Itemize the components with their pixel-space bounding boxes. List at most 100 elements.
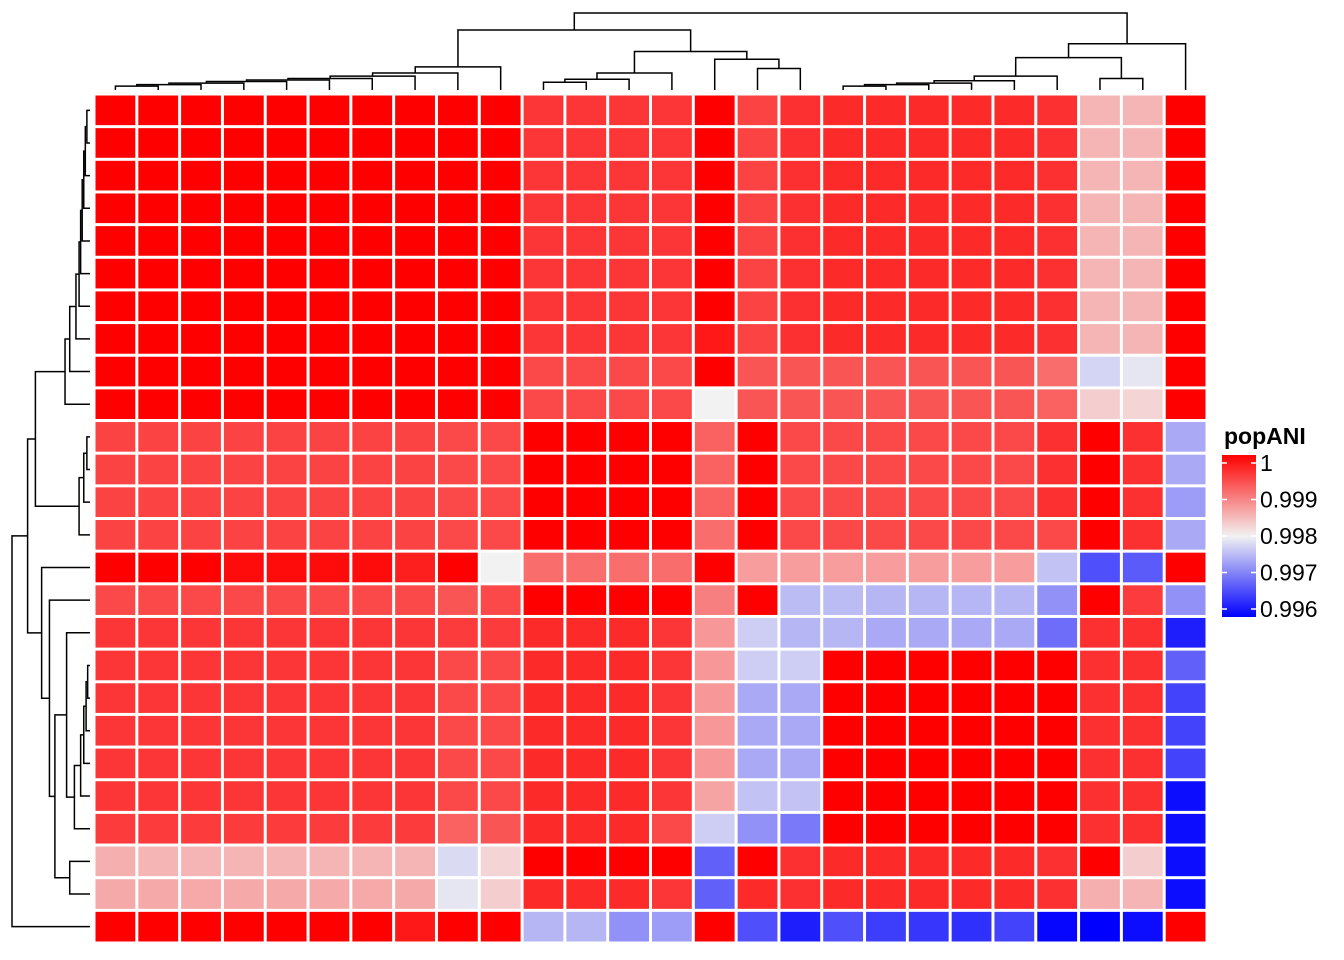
- heatmap-cell: [223, 552, 264, 583]
- heatmap-cell: [95, 356, 136, 387]
- heatmap-cell: [1080, 95, 1120, 126]
- heatmap-cell: [609, 291, 649, 322]
- heatmap-cell: [694, 879, 735, 909]
- heatmap-cell: [823, 226, 864, 256]
- heatmap-cell: [737, 291, 778, 322]
- heatmap-cell: [1165, 422, 1206, 452]
- heatmap-cell: [566, 748, 607, 779]
- heatmap-cell: [780, 911, 821, 942]
- heatmap-cell: [609, 422, 649, 452]
- heatmap-cell: [908, 324, 949, 354]
- heatmap-cell: [223, 813, 264, 844]
- heatmap-cell: [437, 683, 478, 713]
- heatmap-cell: [223, 683, 264, 713]
- heatmap-cell: [95, 715, 136, 746]
- heatmap-cell: [1165, 715, 1206, 746]
- heatmap-cell: [1122, 911, 1163, 942]
- heatmap-cell: [694, 846, 735, 877]
- heatmap-cell: [994, 422, 1035, 452]
- heatmap-cell: [908, 258, 949, 289]
- heatmap-cell: [95, 520, 136, 550]
- heatmap-cell: [223, 128, 264, 158]
- heatmap-cell: [609, 715, 649, 746]
- heatmap-cell: [266, 617, 307, 648]
- heatmap-cell: [181, 683, 221, 713]
- heatmap-cell: [138, 128, 179, 158]
- heatmap-cell: [138, 389, 179, 420]
- heatmap-cell: [652, 454, 692, 485]
- heatmap-cell: [609, 454, 649, 485]
- heatmap-cell: [1165, 585, 1206, 615]
- heatmap-cell: [437, 95, 478, 126]
- heatmap-cell: [95, 291, 136, 322]
- heatmap-cell: [694, 454, 735, 485]
- heatmap-cell: [523, 422, 564, 452]
- heatmap-cell: [1080, 356, 1120, 387]
- heatmap-cell: [138, 781, 179, 811]
- heatmap-cell: [694, 585, 735, 615]
- dendrogram-branch: [1099, 77, 1144, 90]
- heatmap-cell: [266, 911, 307, 942]
- heatmap-cell: [266, 487, 307, 517]
- heatmap-cell: [352, 193, 393, 224]
- heatmap-cell: [1165, 813, 1206, 844]
- heatmap-cell: [181, 454, 221, 485]
- heatmap-cell: [823, 748, 864, 779]
- dendrogram-branch: [756, 67, 802, 90]
- color-legend: popANI 1 0.999 0.998 0.997 0.996: [1222, 423, 1318, 622]
- heatmap-cell: [309, 389, 350, 420]
- heatmap-cell: [437, 520, 478, 550]
- heatmap-cell: [866, 454, 906, 485]
- heatmap-cell: [95, 193, 136, 224]
- heatmap-cell: [652, 813, 692, 844]
- heatmap-cell: [95, 226, 136, 256]
- heatmap-cell: [1037, 128, 1078, 158]
- heatmap-cell: [951, 683, 992, 713]
- heatmap-cell: [1165, 781, 1206, 811]
- heatmap-cell: [780, 95, 821, 126]
- heatmap-cell: [694, 291, 735, 322]
- heatmap-cell: [1037, 193, 1078, 224]
- heatmap-cell: [523, 193, 564, 224]
- heatmap-cell: [1080, 160, 1120, 191]
- heatmap-cell: [181, 879, 221, 909]
- heatmap-cell: [523, 911, 564, 942]
- heatmap-cell: [352, 389, 393, 420]
- heatmap-cell: [480, 879, 521, 909]
- heatmap-cell: [823, 95, 864, 126]
- heatmap-cell: [266, 520, 307, 550]
- heatmap-cell: [866, 617, 906, 648]
- legend-color-bar: [1222, 455, 1256, 617]
- heatmap-cell: [566, 291, 607, 322]
- heatmap-cell: [309, 356, 350, 387]
- heatmap-cell: [652, 683, 692, 713]
- heatmap-cell: [1165, 324, 1206, 354]
- heatmap-cell: [223, 291, 264, 322]
- heatmap-cell: [737, 160, 778, 191]
- heatmap-cell: [951, 813, 992, 844]
- heatmap-cell: [566, 520, 607, 550]
- heatmap-cell: [609, 781, 649, 811]
- legend-tick-label: 0.998: [1260, 523, 1318, 549]
- heatmap-cell: [523, 846, 564, 877]
- heatmap-cell: [480, 487, 521, 517]
- heatmap-cell: [309, 128, 350, 158]
- heatmap-cell: [823, 258, 864, 289]
- heatmap-cell: [908, 356, 949, 387]
- heatmap-cell: [1080, 324, 1120, 354]
- heatmap-cell: [266, 781, 307, 811]
- heatmap-cell: [523, 683, 564, 713]
- heatmap-cell: [480, 911, 521, 942]
- heatmap-cell: [780, 617, 821, 648]
- heatmap-cell: [1080, 389, 1120, 420]
- heatmap-cell: [309, 617, 350, 648]
- heatmap-cell: [138, 324, 179, 354]
- dendrogram-branch: [933, 80, 1016, 90]
- heatmap-cell: [994, 585, 1035, 615]
- heatmap-cell: [994, 911, 1035, 942]
- heatmap-cell: [181, 585, 221, 615]
- heatmap-cell: [908, 95, 949, 126]
- heatmap-cell: [908, 487, 949, 517]
- heatmap-cell: [1080, 650, 1120, 681]
